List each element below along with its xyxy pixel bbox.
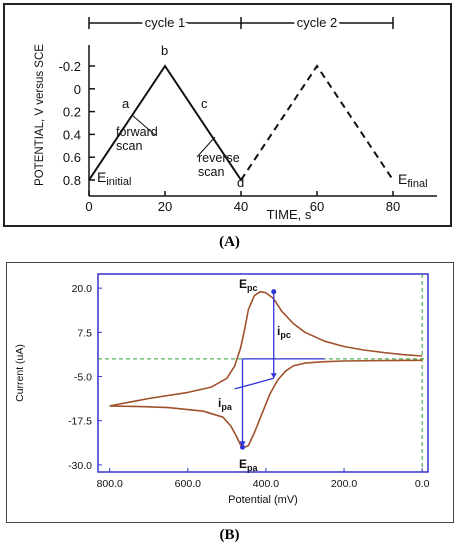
y-tick-label-b: 20.0 (72, 283, 93, 295)
x-tick-label-b: 400.0 (253, 478, 279, 490)
e-final-label: Efinal (398, 171, 428, 190)
plot-area-b (97, 273, 429, 473)
y-tick-label-b: 7.5 (77, 327, 92, 339)
y-tick-label-a: 0.2 (63, 105, 81, 120)
y-axis-title-b: Current (uA) (14, 344, 26, 402)
x-tick-label-a: 0 (85, 199, 92, 214)
x-tick-label-a: 60 (310, 199, 324, 214)
label-b: b (161, 43, 168, 58)
cv-curve-1 (109, 290, 423, 407)
cycle-2-label: cycle 2 (297, 15, 337, 30)
caption-a: (A) (219, 234, 240, 250)
e-initial-label: Einitial (97, 169, 131, 188)
y-tick-label-a: 0.6 (63, 150, 81, 165)
series-line-1 (88, 64, 242, 181)
label-c: c (201, 96, 208, 111)
forward-scan-pointer (131, 114, 156, 136)
caption-b: (B) (219, 527, 240, 543)
y-tick-label-a: 0 (74, 82, 81, 97)
chart-a: cycle 1 cycle 2 0 20 40 60 80 -0.2 0 0.2 0.4 0.6 0… (34, 12, 437, 222)
x-axis-title-a: TIME, s (267, 207, 312, 222)
x-tick-label-b: 200.0 (331, 478, 357, 490)
x-tick-label-a: 80 (386, 199, 400, 214)
ipa-baseline (234, 377, 274, 390)
x-tick-label-a: 40 (234, 199, 248, 214)
epc-label: Epc (239, 277, 258, 293)
ipc-arrowhead (270, 373, 277, 379)
forward-scan-label: forward scan (116, 125, 158, 153)
y-tick-label-b: -5.0 (74, 372, 92, 384)
epc-marker (271, 289, 277, 295)
y-tick-label-b: -30.0 (68, 460, 92, 472)
chart-a-frame: cycle 1 cycle 2 0 20 40 60 80 -0.2 0 0.2 0.4 0.6 0… (3, 3, 452, 227)
chart-b: 800.0 600.0 400.0 200.0 0.0 20.0 7.5 -5.0 -17.5 -… (14, 273, 430, 506)
label-d: d (237, 175, 244, 190)
ipa-arrowhead (239, 441, 246, 448)
y-axis-title-a: POTENTIAL, V versus SCE (34, 44, 46, 186)
chart-b-frame: 800.0 600.0 400.0 200.0 0.0 20.0 7.5 -5.0 -17.5 -… (6, 262, 454, 523)
y-tick-label-a: -0.2 (59, 59, 81, 74)
y-tick-label-a: 0.4 (63, 127, 81, 142)
x-tick-label-b: 800.0 (97, 478, 123, 490)
label-a: a (122, 96, 130, 111)
cycle-1-label: cycle 1 (145, 15, 185, 30)
reverse-scan-label: reverse scan (198, 151, 240, 179)
ipa-label: ipa (218, 396, 233, 412)
x-tick-label-a: 20 (158, 199, 172, 214)
cv-curve-2 (109, 359, 423, 449)
epa-label: Epa (239, 457, 259, 473)
ipc-label: ipc (277, 324, 291, 340)
y-tick-label-a: 0.8 (63, 173, 81, 188)
y-tick-label-b: -17.5 (68, 416, 92, 428)
reverse-scan-pointer (196, 136, 216, 158)
cycle-brackets (88, 17, 394, 29)
series-line-2 (240, 64, 394, 181)
x-tick-label-b: 0.0 (415, 478, 430, 490)
x-tick-label-b: 600.0 (175, 478, 201, 490)
x-axis-title-b: Potential (mV) (228, 494, 298, 506)
